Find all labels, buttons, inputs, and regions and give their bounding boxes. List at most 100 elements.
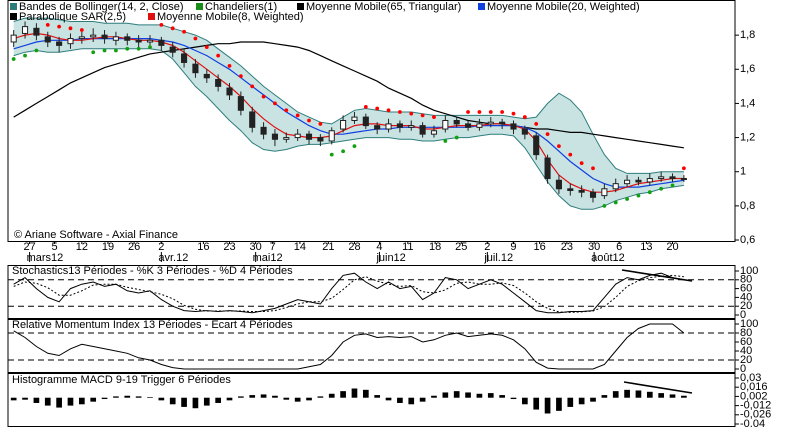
sar-dot: [341, 149, 346, 154]
sar-dot: [443, 139, 448, 143]
y-tick-label: 60: [740, 336, 752, 348]
histogram-bar: [238, 396, 244, 398]
plot-layers: 1,81,61,41,210,80,6100806040200100806040…: [8, 17, 771, 427]
sar-dot: [45, 23, 50, 27]
sar-dot: [250, 84, 255, 89]
sar-dot: [227, 63, 232, 68]
panel-title: Relative Momentum Index 13 Périodes - Ec…: [12, 319, 293, 331]
histogram-bar: [658, 393, 665, 398]
sar-dot: [57, 24, 62, 29]
candle-body: [612, 183, 619, 190]
histogram-bar: [124, 395, 131, 398]
histogram-bar: [203, 397, 210, 406]
legend-label: Moyenne Mobile(8, Weighted): [157, 11, 304, 23]
candle-body: [464, 123, 472, 128]
candle-body: [589, 191, 597, 198]
candle-body: [601, 188, 608, 197]
sar-dot: [647, 190, 652, 195]
sar-dot: [216, 53, 221, 58]
x-tick-label: 9: [510, 241, 516, 253]
histogram-bar: [578, 397, 585, 405]
histogram-bar: [56, 397, 62, 408]
y-tick-label: 1,2: [740, 131, 755, 143]
candle-body: [135, 39, 142, 43]
sar-dot: [307, 118, 311, 123]
y-tick-label: 1,4: [740, 97, 755, 109]
candle-body: [669, 176, 676, 180]
candle-body: [374, 125, 381, 130]
indicator-line: [13, 272, 684, 314]
histogram-bar: [192, 397, 199, 409]
legend-label: Moyenne Mobile(20, Weighted): [487, 1, 640, 13]
histogram-bar: [544, 397, 551, 414]
candle-body: [476, 123, 483, 128]
y-tick-label: 0: [740, 363, 746, 375]
sar-dot: [670, 183, 675, 188]
candle-body: [112, 36, 119, 41]
sar-dot: [466, 110, 470, 114]
sar-dot: [409, 111, 414, 116]
candle-body: [567, 188, 574, 191]
x-tick-label: 21: [322, 241, 334, 253]
histogram-bar: [533, 397, 540, 410]
histogram-bar: [215, 397, 221, 403]
x-tick-label: 2: [484, 241, 490, 253]
candle-body: [305, 133, 313, 140]
sar-dot: [114, 48, 118, 53]
histogram-bar: [22, 397, 28, 400]
sar-dot: [511, 111, 516, 116]
sar-dot: [636, 193, 641, 198]
candle-body: [101, 34, 108, 40]
indicator-line: [13, 323, 685, 370]
candle-body: [533, 135, 540, 156]
legend-label: Moyenne Mobile(65, Triangular): [306, 1, 461, 13]
candle-body: [271, 133, 279, 140]
sar-dot: [557, 144, 561, 149]
x-tick-label: 7: [270, 241, 276, 253]
sar-dot: [522, 115, 527, 119]
x-tick-label: 4: [376, 241, 382, 253]
histogram-bar: [306, 397, 312, 401]
legend-label: Parabolique SAR(2,5): [19, 11, 126, 23]
legend-swatch: [478, 3, 485, 10]
candle-body: [635, 179, 642, 183]
candle-body: [90, 34, 97, 38]
candle-body: [203, 73, 210, 79]
sar-dot: [545, 132, 550, 137]
candle-body: [578, 189, 585, 193]
stoch-frame: [7, 265, 736, 319]
histogram-bar: [556, 397, 562, 411]
sar-dot: [295, 113, 300, 118]
y-tick-label: 20: [740, 300, 752, 312]
sar-dot: [204, 45, 209, 49]
histogram-bar: [522, 397, 528, 405]
y-tick-label: 100: [740, 265, 758, 277]
candle-body: [294, 133, 301, 139]
candle-body: [396, 123, 403, 128]
x-tick-label: 19: [102, 241, 114, 253]
histogram-bar: [317, 396, 324, 398]
histogram-bar: [272, 395, 278, 398]
indicator-line: [13, 274, 684, 313]
histogram-bar: [431, 395, 437, 398]
x-tick-label: 13: [640, 241, 652, 253]
sar-dot: [681, 166, 686, 171]
sar-dot: [68, 26, 73, 31]
sar-dot: [454, 135, 459, 140]
legend-label: Chandeliers(1): [205, 1, 277, 13]
histogram-bar: [669, 394, 676, 398]
x-tick-label: 14: [294, 241, 306, 253]
candle-body: [499, 121, 506, 125]
sar-dot: [591, 166, 595, 171]
candle-body: [124, 36, 131, 41]
month-label: mai12: [253, 252, 283, 264]
histogram-bar: [328, 393, 335, 398]
sar-dot: [79, 28, 84, 32]
histogram-bar: [113, 396, 119, 398]
sar-dot: [318, 122, 323, 126]
candle-body: [67, 38, 74, 45]
candle-body: [430, 130, 438, 135]
candle-body: [340, 120, 347, 130]
candle-body: [237, 96, 244, 111]
